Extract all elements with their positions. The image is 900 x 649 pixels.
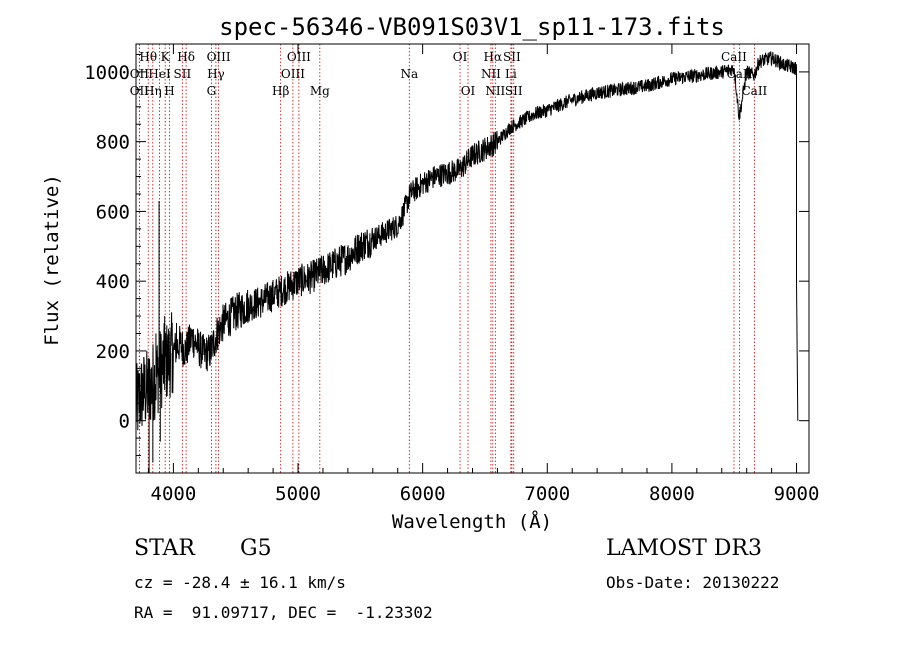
line-label-13: OIII	[281, 67, 305, 81]
line-label-7: H	[164, 84, 174, 98]
x-axis: 4000 5000 6000 7000 8000 9000	[147, 44, 820, 505]
line-label-17: OI	[453, 50, 468, 64]
chart-title: spec-56346-VB091S03V1_sp11-173.fits	[219, 13, 725, 41]
line-label-19: Hα	[484, 50, 503, 64]
line-label-15: Mg	[310, 84, 330, 98]
y-tick-label-5: 1000	[84, 62, 130, 84]
x-tick-label-2: 6000	[400, 483, 446, 505]
y-axis: 0 200 400 600 800 1000	[84, 53, 809, 457]
line-label-2: OII	[130, 84, 150, 98]
observation-date: Obs-Date: 20130222	[606, 573, 780, 592]
y-tick-label-3: 600	[96, 201, 130, 223]
line-label-20: SII	[503, 50, 521, 64]
y-tick-label-2: 400	[96, 271, 130, 293]
line-label-16: Na	[400, 67, 418, 81]
line-label-9: OIII	[207, 50, 231, 64]
line-label-10: Hγ	[207, 67, 225, 81]
x-axis-label: Wavelength (Å)	[392, 510, 552, 533]
redshift-info: cz = -28.4 ± 16.1 km/s	[134, 573, 346, 592]
line-label-21: NII	[481, 67, 501, 81]
x-tick-label-3: 7000	[524, 483, 570, 505]
line-label-11: G	[207, 84, 217, 98]
line-label-27: CaII	[741, 84, 767, 98]
x-tick-label-1: 5000	[275, 483, 321, 505]
line-label-18: OI	[461, 84, 476, 98]
x-tick-label-4: 8000	[649, 483, 695, 505]
x-tick-label-5: 9000	[774, 483, 820, 505]
line-label-12: OIII	[287, 50, 311, 64]
line-label-1: OII	[130, 67, 150, 81]
y-axis-label: Flux (relative)	[41, 174, 63, 346]
y-tick-label-1: 200	[96, 341, 130, 363]
line-label-5: K	[161, 50, 171, 64]
survey-name: LAMOST DR3	[606, 536, 762, 561]
spectrum-line	[135, 51, 799, 431]
line-label-3: HeI	[148, 67, 171, 81]
coordinates-info: RA = 91.09717, DEC = -1.23302	[134, 603, 433, 622]
line-label-22: Li	[505, 67, 517, 81]
line-label-6: SII	[174, 67, 192, 81]
line-label-4: Hη	[144, 84, 162, 98]
y-tick-label-0: 0	[119, 411, 130, 433]
y-tick-label-4: 800	[96, 132, 130, 154]
line-label-14: Hβ	[272, 84, 289, 98]
plot-frame	[135, 43, 810, 474]
line-label-8: Hδ	[177, 50, 195, 64]
x-tick-label-0: 4000	[151, 483, 197, 505]
line-label-24: SII	[505, 84, 523, 98]
object-subclass: G5	[240, 536, 272, 561]
line-label-0: Hθ	[139, 50, 157, 64]
line-label-25: CaII	[721, 50, 747, 64]
object-class: STAR	[134, 536, 195, 561]
line-label-23: NII	[485, 84, 505, 98]
